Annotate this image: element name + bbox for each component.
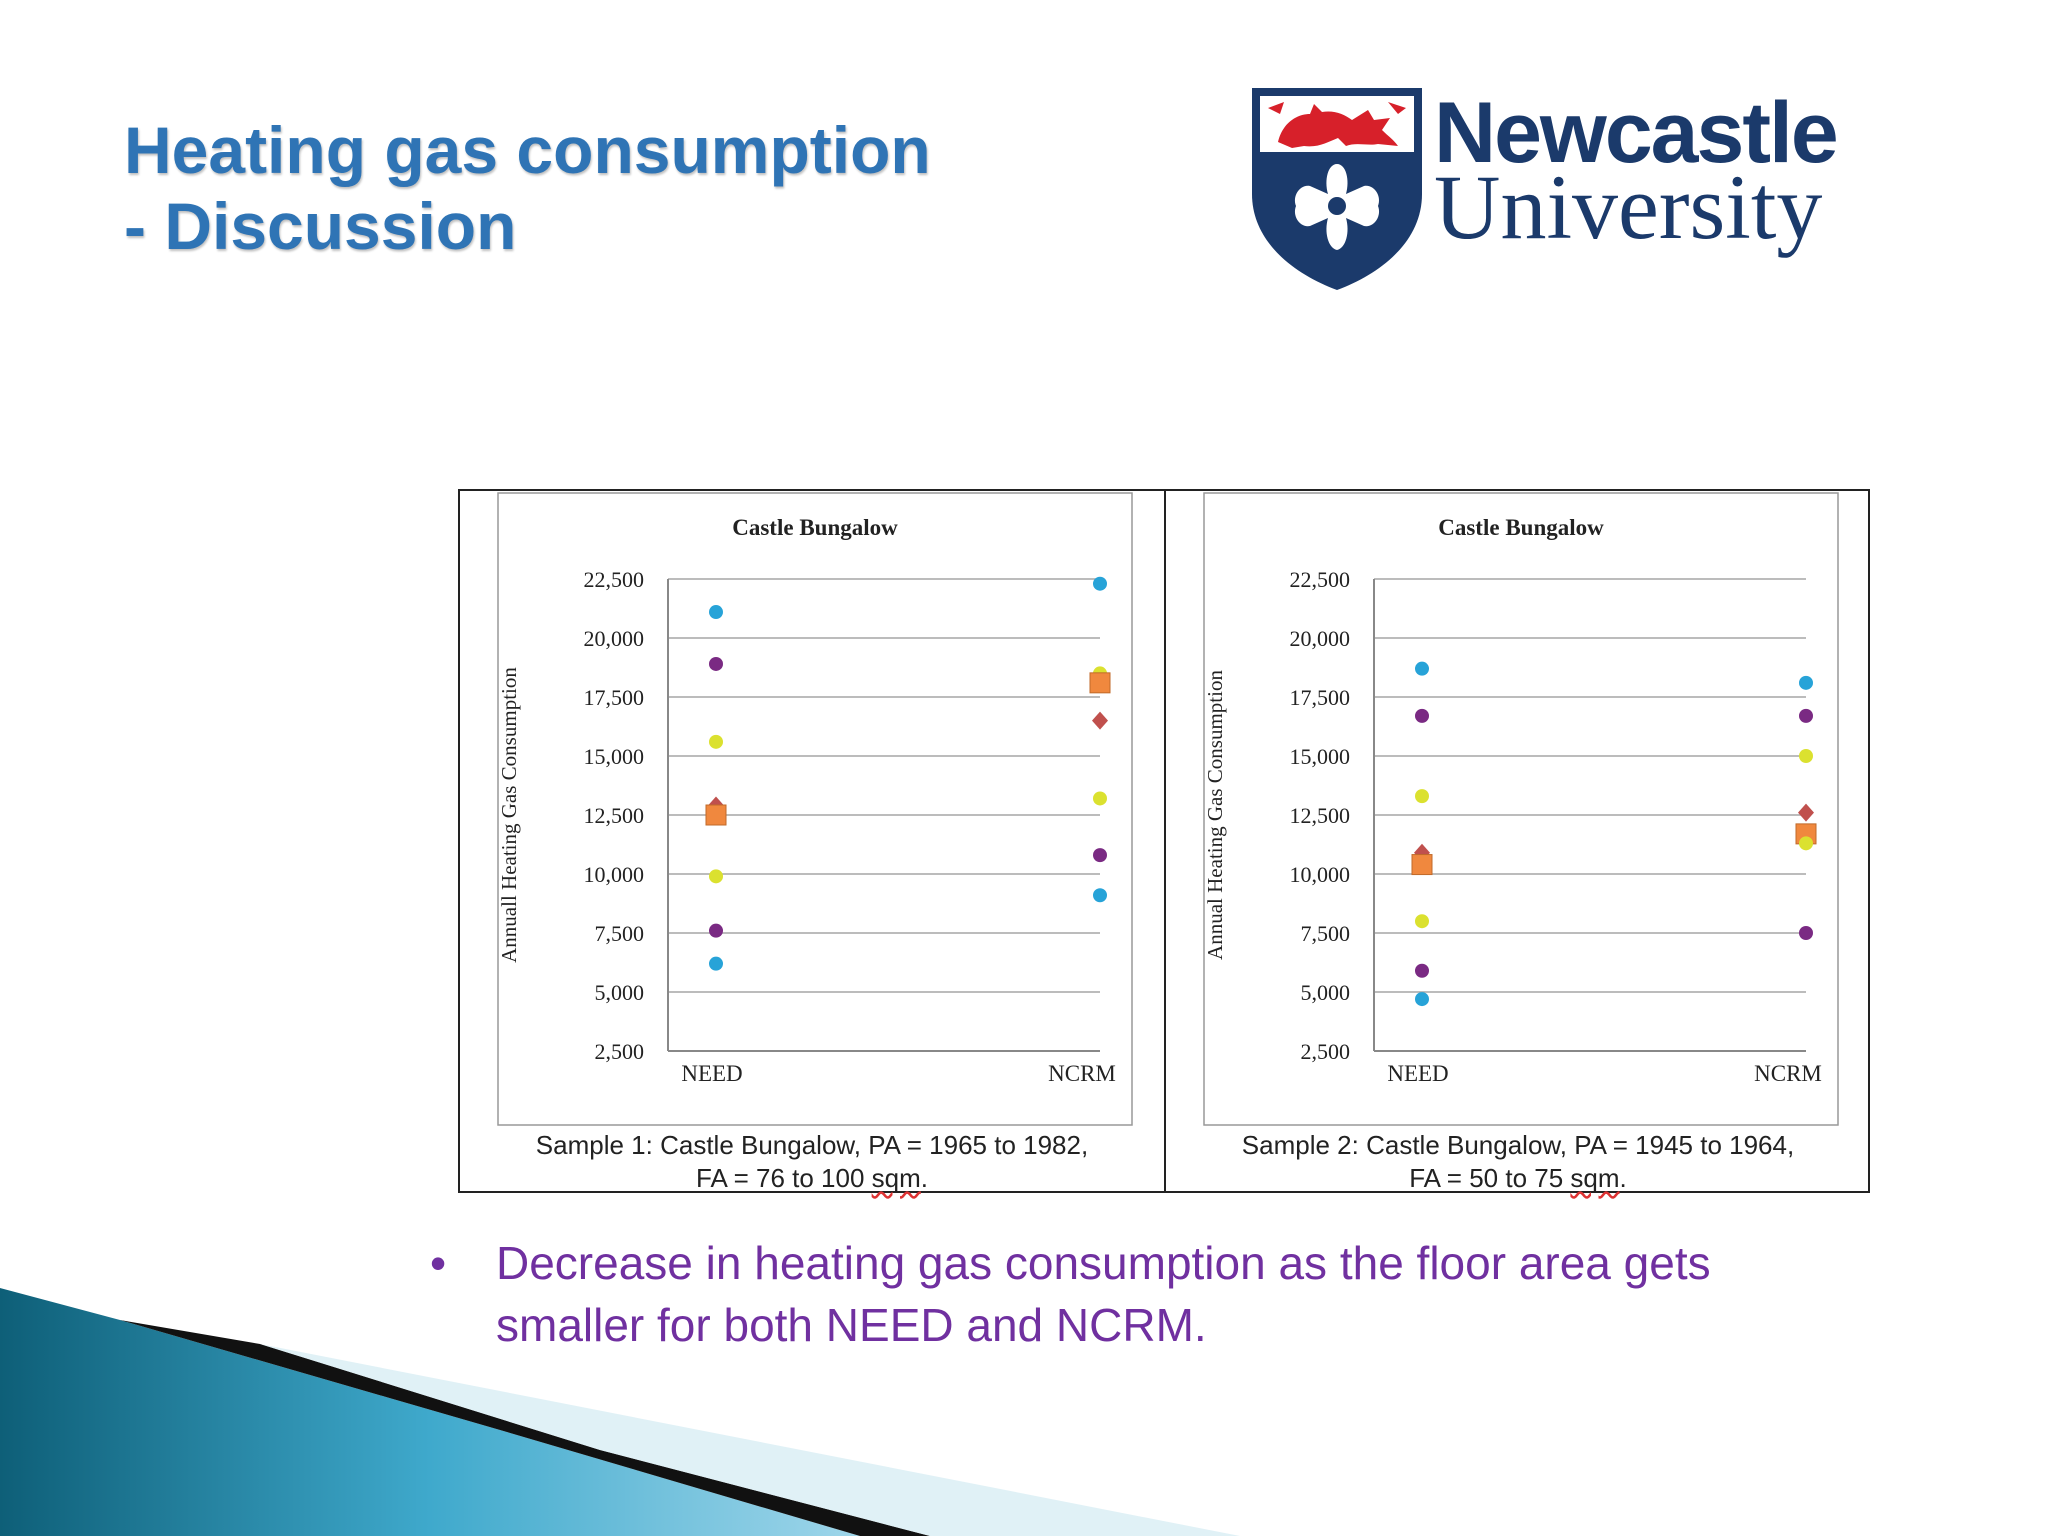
chart-1-title: Castle Bungalow bbox=[732, 515, 898, 540]
caption-1-line-2: FA = 76 to 100 sqm. bbox=[696, 1163, 928, 1193]
chart-panel-2: Castle Bungalow 2,500 5,000 7,500 10,000 12,5… bbox=[1166, 491, 1870, 1193]
chart-2-y-tick-label: 5,000 bbox=[1301, 980, 1351, 1005]
caption-1-line-1: Sample 1: Castle Bungalow, PA = 1965 to … bbox=[535, 1130, 1089, 1160]
chart-1-y-axis-label: Annuall Heating Gas Consumption bbox=[497, 667, 521, 963]
chart-1-point-ncrm bbox=[1089, 672, 1111, 694]
chart-1-point-need bbox=[709, 869, 723, 884]
chart-2-point-need bbox=[1415, 914, 1429, 929]
chart-1-point-ncrm bbox=[1093, 848, 1107, 863]
bullet-point: • Decrease in heating gas consumption as… bbox=[430, 1232, 1760, 1356]
chart-2-x-tick-label: NCRM bbox=[1754, 1061, 1822, 1086]
university-logo: Newcastle University bbox=[1248, 84, 1868, 294]
chart-2-point-ncrm bbox=[1799, 675, 1813, 690]
chart-1: Castle Bungalow 2,500 5,000 7,500 10,000 12,5… bbox=[497, 492, 1133, 1126]
chart-2-y-tick-label: 20,000 bbox=[1290, 626, 1351, 651]
title-line-1: Heating gas consumption bbox=[124, 113, 931, 187]
chart-2-y-axis-label: Annual Heating Gas Consumption bbox=[1203, 670, 1227, 960]
chart-1-y-tick-label: 20,000 bbox=[584, 626, 645, 651]
shield-icon bbox=[1252, 88, 1422, 290]
chart-2-y-tick-label: 2,500 bbox=[1301, 1039, 1351, 1064]
caption-2-line-2: FA = 50 to 75 sqm. bbox=[1409, 1163, 1627, 1193]
chart-2-plot-border bbox=[1203, 492, 1839, 1126]
chart-1-point-ncrm bbox=[1093, 576, 1107, 591]
chart-2-point-need bbox=[1415, 661, 1429, 676]
chart-1-y-tick-label: 7,500 bbox=[595, 921, 645, 946]
chart-1-y-tick-label: 10,000 bbox=[584, 862, 645, 887]
chart-2-point-ncrm bbox=[1799, 708, 1813, 723]
chart-1-point-ncrm bbox=[1093, 791, 1107, 806]
chart-1-y-tick-label: 17,500 bbox=[584, 685, 645, 710]
chart-1-y-tick-label: 2,500 bbox=[595, 1039, 645, 1064]
figure-divider bbox=[1164, 491, 1166, 1191]
chart-2-point-ncrm bbox=[1799, 749, 1813, 763]
chart-2-x-tick-label: NEED bbox=[1387, 1061, 1448, 1086]
chart-2-y-tick-label: 10,000 bbox=[1290, 862, 1351, 887]
chart-2-title: Castle Bungalow bbox=[1438, 515, 1604, 540]
bullet-dot: • bbox=[430, 1237, 447, 1289]
bullet-text: Decrease in heating gas consumption as t… bbox=[496, 1237, 1711, 1351]
chart-2-point-need bbox=[1415, 789, 1429, 804]
chart-1-point-ncrm bbox=[1093, 888, 1107, 903]
chart-2-point-need bbox=[1411, 854, 1433, 876]
chart-1-x-tick-label: NEED bbox=[681, 1061, 742, 1086]
chart-1-point-need bbox=[709, 956, 723, 971]
chart-2-y-tick-label: 7,500 bbox=[1301, 921, 1351, 946]
chart-1-y-tick-label: 5,000 bbox=[595, 980, 645, 1005]
chart-2-y-tick-label: 17,500 bbox=[1290, 685, 1351, 710]
chart-1-point-need bbox=[709, 734, 723, 749]
chart-1-plot-border bbox=[497, 492, 1133, 1126]
chart-1-point-need bbox=[709, 656, 723, 671]
chart-2-caption: Sample 2: Castle Bungalow, PA = 1945 to … bbox=[1166, 1129, 1870, 1195]
logo-word-university: University bbox=[1434, 156, 1823, 258]
chart-1-caption: Sample 1: Castle Bungalow, PA = 1965 to … bbox=[460, 1129, 1164, 1195]
chart-2-y-tick-label: 15,000 bbox=[1290, 744, 1351, 769]
chart-1-point-need bbox=[709, 605, 723, 620]
chart-2-point-need bbox=[1415, 992, 1429, 1007]
figure-frame: Castle Bungalow 2,500 5,000 7,500 10,000 12,5… bbox=[458, 489, 1870, 1193]
chart-1-y-tick-label: 12,500 bbox=[584, 803, 645, 828]
chart-panel-1: Castle Bungalow 2,500 5,000 7,500 10,000 12,5… bbox=[460, 491, 1164, 1193]
chart-1-point-ncrm bbox=[1092, 711, 1108, 730]
chart-1-y-tick-label: 15,000 bbox=[584, 744, 645, 769]
chart-2-point-need bbox=[1415, 708, 1429, 723]
chart-1-point-need bbox=[705, 804, 727, 826]
chart-2-point-ncrm bbox=[1799, 836, 1813, 851]
logo-word-newcastle: Newcastle bbox=[1434, 85, 1839, 181]
slide-title: Heating gas consumption - Discussion bbox=[124, 112, 931, 264]
chart-1-x-tick-label: NCRM bbox=[1048, 1061, 1116, 1086]
decorative-swoosh bbox=[0, 1288, 1240, 1536]
chart-1-y-tick-label: 22,500 bbox=[584, 567, 645, 592]
chart-2-point-need bbox=[1415, 963, 1429, 978]
chart-2: Castle Bungalow 2,500 5,000 7,500 10,000 12,5… bbox=[1203, 492, 1839, 1126]
chart-2-point-ncrm bbox=[1799, 926, 1813, 940]
chart-2-point-ncrm bbox=[1798, 803, 1814, 822]
caption-2-line-1: Sample 2: Castle Bungalow, PA = 1945 to … bbox=[1241, 1130, 1795, 1160]
lion-icon bbox=[1278, 104, 1398, 148]
chart-2-y-tick-label: 12,500 bbox=[1290, 803, 1351, 828]
chart-2-y-tick-label: 22,500 bbox=[1290, 567, 1351, 592]
chart-1-point-need bbox=[709, 923, 723, 938]
title-line-2: - Discussion bbox=[124, 189, 517, 263]
